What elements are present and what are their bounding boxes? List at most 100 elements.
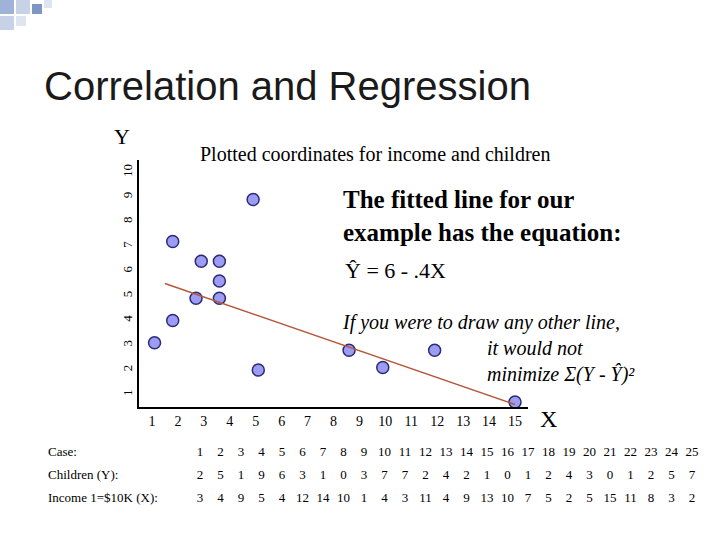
html-text:example has the equation:: example has the equation: bbox=[343, 219, 622, 246]
html-text:13: 13 bbox=[439, 444, 453, 459]
html-text:4: 4 bbox=[442, 490, 450, 505]
html-text:Ŷ = 6 - .4X: Ŷ = 6 - .4X bbox=[345, 258, 446, 283]
html-text:12: 12 bbox=[419, 444, 432, 459]
svg-text:12: 12 bbox=[430, 414, 444, 429]
html-text:15: 15 bbox=[603, 490, 617, 505]
html-text:0: 0 bbox=[340, 467, 347, 482]
html-text:14: 14 bbox=[316, 490, 330, 505]
html-text:3: 3 bbox=[360, 467, 368, 482]
html-text:6: 6 bbox=[299, 444, 306, 459]
svg-text:5: 5 bbox=[120, 291, 135, 298]
svg-text:7: 7 bbox=[304, 414, 311, 429]
html-text:5: 5 bbox=[217, 467, 224, 482]
svg-text:3: 3 bbox=[120, 340, 135, 347]
html-text:Case:: Case: bbox=[48, 444, 77, 459]
html-text:8: 8 bbox=[340, 444, 347, 459]
html-text:1: 1 bbox=[196, 444, 204, 459]
html-text:2: 2 bbox=[217, 444, 224, 459]
svg-text:5: 5 bbox=[252, 414, 259, 429]
html-text:9: 9 bbox=[237, 490, 245, 505]
html-text:10: 10 bbox=[337, 490, 350, 505]
svg-text:10: 10 bbox=[120, 164, 135, 177]
html-text:11: 11 bbox=[398, 444, 412, 459]
html-text:19: 19 bbox=[562, 444, 576, 459]
html-text:17: 17 bbox=[521, 444, 535, 459]
html-text:0: 0 bbox=[606, 467, 614, 482]
svg-text:3: 3 bbox=[200, 414, 207, 429]
html-text:3: 3 bbox=[299, 467, 306, 482]
html-text:4: 4 bbox=[258, 444, 265, 459]
html-text:Plotted coordinates for income: Plotted coordinates for income and child… bbox=[200, 143, 551, 165]
svg-text:6: 6 bbox=[278, 414, 285, 429]
html-text:10: 10 bbox=[501, 490, 514, 505]
html-text:1: 1 bbox=[360, 490, 368, 505]
html-text:The fitted line for our: The fitted line for our bbox=[343, 186, 575, 213]
html-text:1: 1 bbox=[483, 467, 491, 482]
html-text:25: 25 bbox=[685, 444, 699, 459]
html-text:4: 4 bbox=[278, 490, 286, 505]
html-text:11: 11 bbox=[624, 490, 637, 505]
html-text:3: 3 bbox=[237, 444, 245, 459]
html-text:3: 3 bbox=[401, 490, 409, 505]
svg-text:2: 2 bbox=[174, 414, 181, 429]
html-text:16: 16 bbox=[501, 444, 514, 459]
svg-text:10: 10 bbox=[378, 414, 392, 429]
svg-text:8: 8 bbox=[120, 217, 135, 224]
html-text:12: 12 bbox=[296, 490, 309, 505]
html-text:Correlation and Regression: Correlation and Regression bbox=[44, 64, 531, 108]
html-text:24: 24 bbox=[665, 444, 678, 459]
html-text:2: 2 bbox=[422, 467, 429, 482]
html-text:1: 1 bbox=[319, 467, 327, 482]
html-text:7: 7 bbox=[319, 444, 327, 459]
svg-text:7: 7 bbox=[120, 241, 135, 248]
svg-text:6: 6 bbox=[120, 265, 135, 272]
svg-text:4: 4 bbox=[120, 315, 135, 322]
html-text:10: 10 bbox=[378, 444, 391, 459]
html-text:2: 2 bbox=[647, 467, 655, 482]
html-text:20: 20 bbox=[583, 444, 596, 459]
html-text:15: 15 bbox=[480, 444, 494, 459]
svg-text:2: 2 bbox=[120, 365, 135, 372]
html-text:3: 3 bbox=[196, 490, 204, 505]
html-text:8: 8 bbox=[647, 490, 655, 505]
html-text:Children (Y):: Children (Y): bbox=[48, 467, 119, 482]
html-text:X: X bbox=[540, 406, 558, 432]
html-text:1: 1 bbox=[237, 467, 245, 482]
svg-text:9: 9 bbox=[356, 414, 363, 429]
html-text:4: 4 bbox=[565, 467, 573, 482]
svg-text:15: 15 bbox=[508, 414, 522, 429]
html-text:minimize Σ(Y - Ŷ)²: minimize Σ(Y - Ŷ)² bbox=[487, 363, 635, 385]
html-text:7: 7 bbox=[381, 467, 388, 482]
html-text:Income 1=$10K (X):: Income 1=$10K (X): bbox=[48, 490, 158, 505]
html-text:22: 22 bbox=[624, 444, 637, 459]
html-text:If you were to draw any other: If you were to draw any other line, bbox=[343, 311, 620, 333]
html-text:it would not: it would not bbox=[487, 337, 583, 359]
html-text:6: 6 bbox=[278, 467, 286, 482]
html-text:9: 9 bbox=[360, 444, 368, 459]
html-text:7: 7 bbox=[401, 467, 409, 482]
html-text:14: 14 bbox=[460, 444, 473, 459]
html-text:7: 7 bbox=[524, 490, 532, 505]
html-text:23: 23 bbox=[644, 444, 658, 459]
svg-text:1: 1 bbox=[120, 389, 135, 396]
html-text:11: 11 bbox=[419, 490, 432, 505]
html-text:7: 7 bbox=[688, 467, 696, 482]
svg-text:14: 14 bbox=[482, 414, 496, 429]
html-text:2: 2 bbox=[565, 490, 573, 505]
html-text:1: 1 bbox=[524, 467, 532, 482]
svg-text:1: 1 bbox=[148, 414, 155, 429]
svg-text:9: 9 bbox=[120, 192, 135, 199]
html-text:2: 2 bbox=[196, 467, 204, 482]
html-text:2: 2 bbox=[688, 490, 696, 505]
html-text:5: 5 bbox=[278, 444, 286, 459]
svg-text:8: 8 bbox=[330, 414, 337, 429]
svg-text:4: 4 bbox=[226, 414, 233, 429]
svg-text:11: 11 bbox=[405, 414, 418, 429]
html-text:13: 13 bbox=[480, 490, 494, 505]
svg-text:13: 13 bbox=[456, 414, 470, 429]
html-text:21: 21 bbox=[603, 444, 617, 459]
html-text:9: 9 bbox=[258, 467, 265, 482]
html-text:18: 18 bbox=[542, 444, 555, 459]
html-text:4: 4 bbox=[442, 467, 450, 482]
html-text:Y: Y bbox=[114, 124, 130, 149]
